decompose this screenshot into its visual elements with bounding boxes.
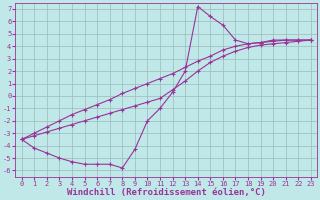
X-axis label: Windchill (Refroidissement éolien,°C): Windchill (Refroidissement éolien,°C) (67, 188, 266, 197)
